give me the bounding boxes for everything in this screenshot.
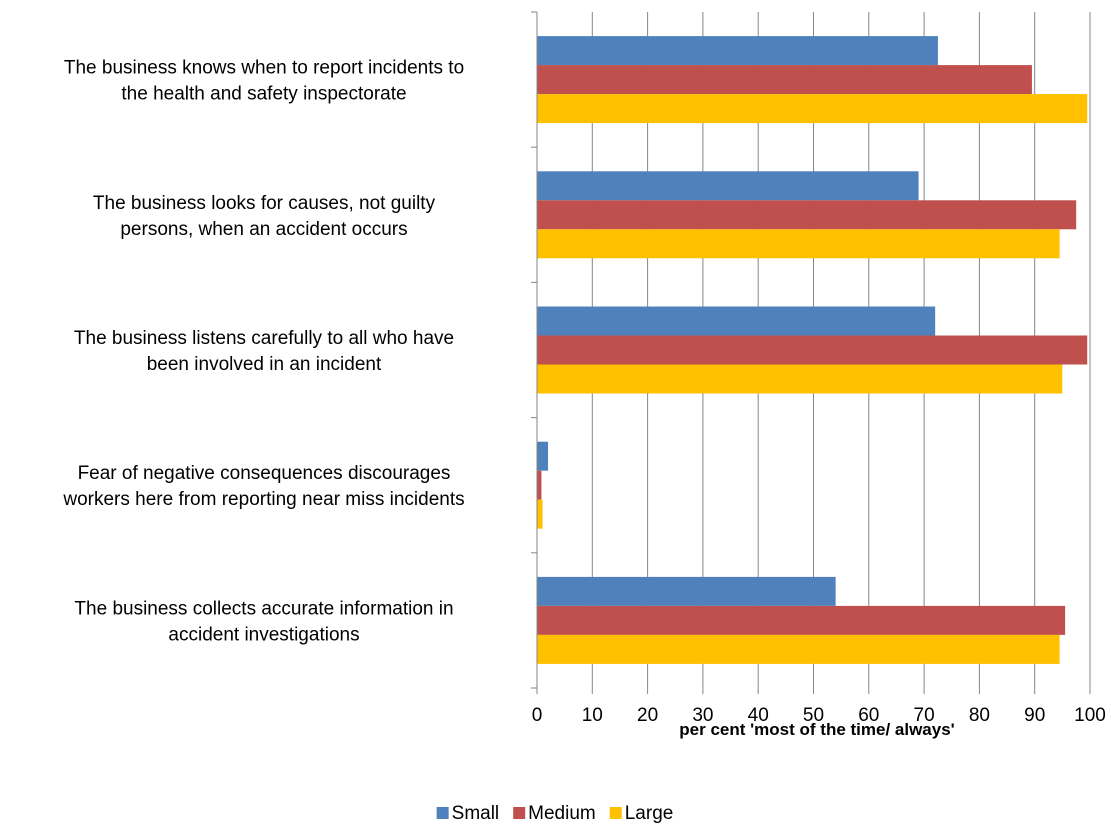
x-tick-label: 100 [1074,705,1106,726]
bar-small [537,576,836,606]
x-tick-label: 90 [1024,705,1045,726]
x-tick-label: 80 [969,705,990,726]
x-tick-labels: 0 10 20 30 40 50 60 70 80 90 100 [532,705,1106,726]
category-label-line: The business looks for causes, not guilt… [93,193,436,214]
legend-swatch-medium [513,807,526,819]
bar-medium [537,470,542,500]
legend-swatch-large [609,807,622,819]
bar-large [537,634,1060,664]
axes [531,11,1091,694]
category-label-line: Fear of negative consequences discourage… [78,463,451,484]
category-label: The business listens carefully to all wh… [74,328,454,375]
x-tick-label: 30 [692,705,713,726]
x-tick-label: 60 [858,705,879,726]
bar-large [537,499,543,529]
category-label: The business looks for causes, not guilt… [93,193,436,240]
category-label: The business collects accurate informati… [74,598,453,645]
bar-medium [537,335,1088,365]
x-tick-label: 0 [532,705,543,726]
bar-medium [537,200,1077,230]
x-axis-title: per cent 'most of the time/ always' [679,720,954,739]
legend-label-large: Large [625,803,674,824]
category-label: The business knows when to report incide… [64,58,464,105]
x-tick-label: 10 [582,705,603,726]
bar-medium [537,65,1032,95]
legend-swatch-small [436,807,449,819]
category-label: Fear of negative consequences discourage… [62,463,464,510]
category-label-line: The business listens carefully to all wh… [74,328,454,349]
bar-medium [537,605,1066,635]
category-label-line: accident investigations [168,624,359,645]
bar-small [537,306,936,336]
category-label-line: the health and safety inspectorate [121,84,406,105]
bar-large [537,364,1063,394]
legend: Small Medium Large [436,803,674,824]
category-label-line: persons, when an accident occurs [120,219,407,240]
bar-small [537,171,919,201]
bar-small [537,441,549,471]
x-tick-label: 50 [803,705,824,726]
x-tick-label: 40 [748,705,769,726]
category-label-line: The business collects accurate informati… [74,598,453,619]
x-tick-label: 70 [914,705,935,726]
legend-label-small: Small [452,803,500,824]
bar-large [537,229,1060,259]
bars [537,36,1088,664]
x-tick-label: 20 [637,705,658,726]
category-labels: The business knows when to report incide… [62,58,464,646]
legend-label-medium: Medium [528,803,596,824]
bar-large [537,94,1088,124]
category-label-line: The business knows when to report incide… [64,58,464,79]
category-label-line: workers here from reporting near miss in… [62,489,464,510]
bar-small [537,36,938,66]
category-label-line: been involved in an incident [147,354,382,375]
